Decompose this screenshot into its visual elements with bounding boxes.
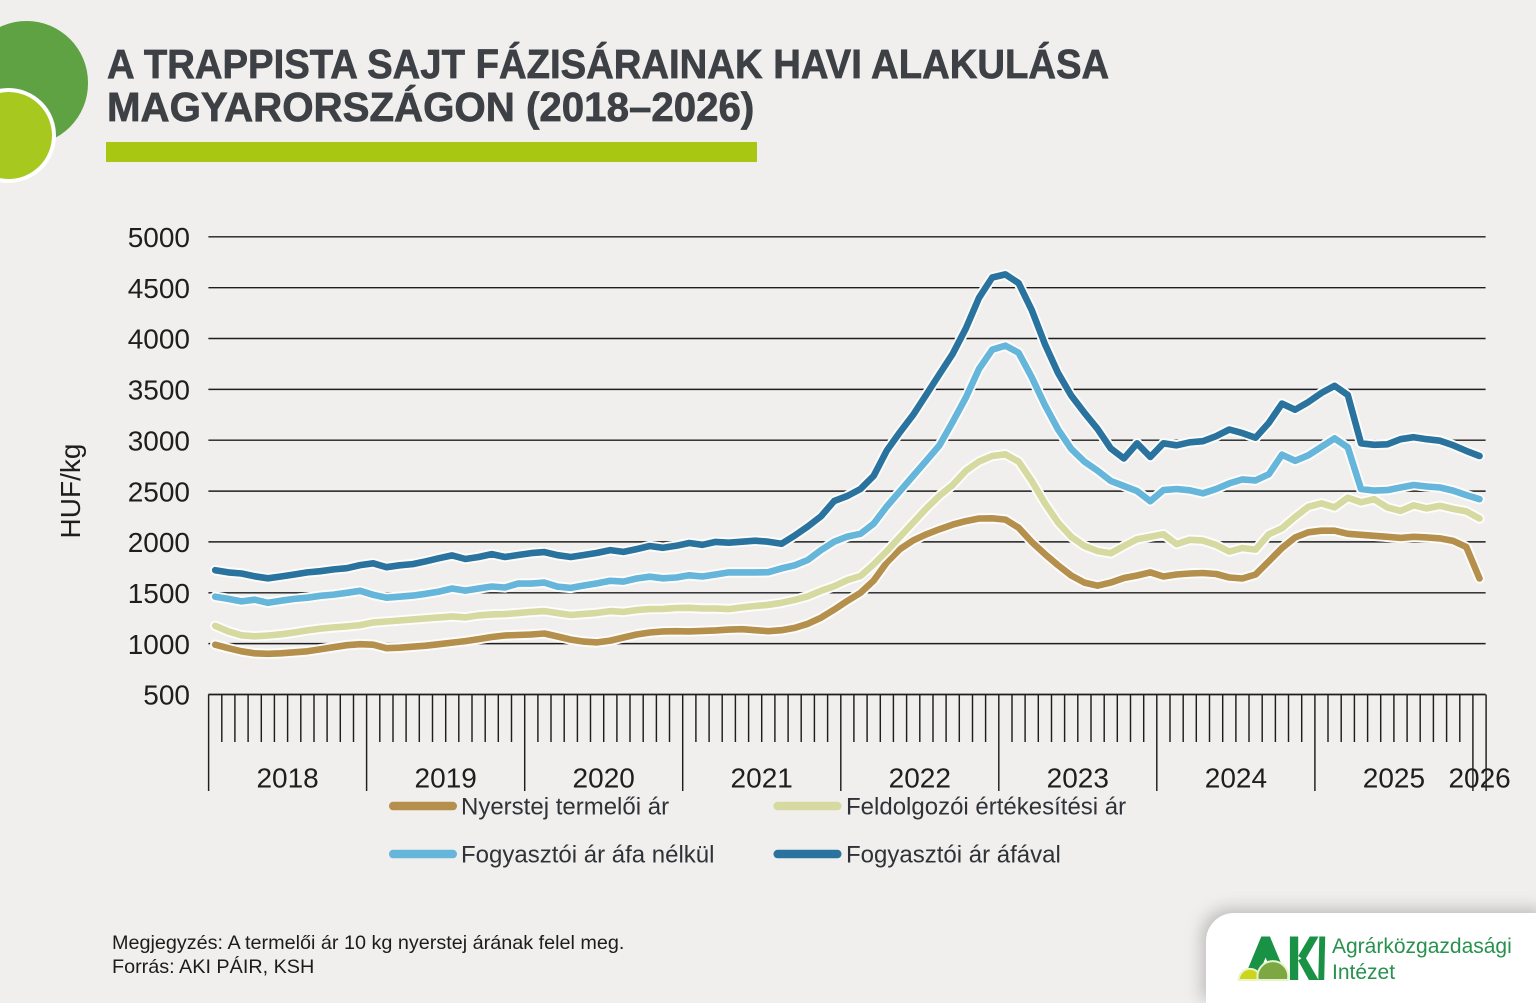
svg-text:Fogyasztói ár áfával: Fogyasztói ár áfával (846, 842, 1061, 869)
svg-text:Fogyasztói ár áfa nélkül: Fogyasztói ár áfa nélkül (461, 842, 714, 869)
svg-text:2022: 2022 (889, 763, 951, 794)
svg-text:2000: 2000 (128, 527, 190, 558)
svg-text:2024: 2024 (1205, 763, 1267, 794)
svg-text:500: 500 (143, 680, 190, 711)
svg-text:1500: 1500 (128, 578, 190, 609)
svg-text:1000: 1000 (128, 629, 190, 660)
svg-text:2018: 2018 (256, 763, 318, 794)
svg-text:2500: 2500 (128, 476, 190, 507)
svg-text:5000: 5000 (128, 222, 190, 253)
svg-text:4000: 4000 (128, 324, 190, 355)
svg-text:2025: 2025 (1363, 763, 1425, 794)
svg-text:3500: 3500 (128, 375, 190, 406)
svg-text:HUF/kg: HUF/kg (55, 444, 86, 539)
svg-text:4500: 4500 (128, 273, 190, 304)
svg-text:2020: 2020 (573, 763, 635, 794)
svg-text:Nyerstej termelői ár: Nyerstej termelői ár (461, 794, 669, 821)
svg-text:2026: 2026 (1448, 763, 1510, 794)
svg-text:2023: 2023 (1047, 763, 1109, 794)
svg-text:2021: 2021 (731, 763, 793, 794)
svg-text:2019: 2019 (415, 763, 477, 794)
svg-text:Feldolgozói értékesítési ár: Feldolgozói értékesítési ár (846, 794, 1126, 821)
svg-text:3000: 3000 (128, 425, 190, 456)
